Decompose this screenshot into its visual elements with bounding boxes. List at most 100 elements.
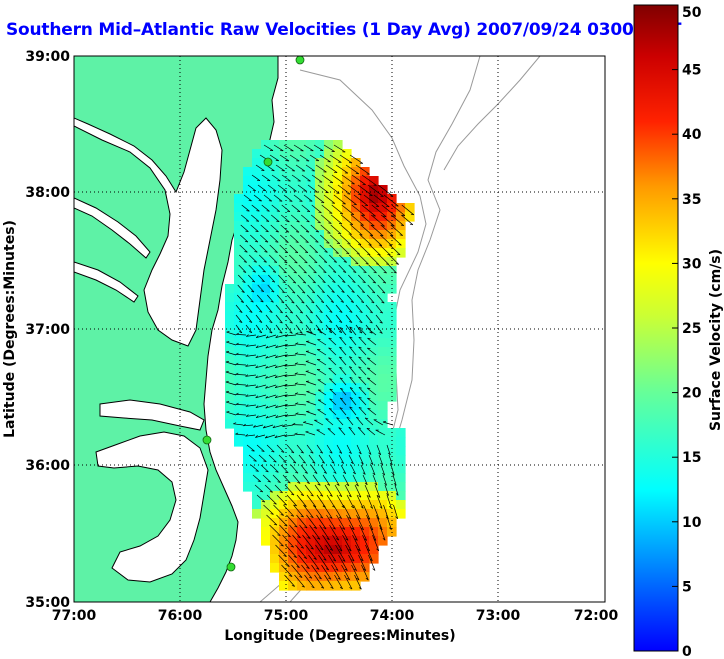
current-vector-head <box>253 425 256 428</box>
current-vector <box>303 421 314 426</box>
velocity-cell <box>351 185 361 195</box>
current-vector <box>235 374 247 376</box>
velocity-cell <box>243 356 253 366</box>
current-vector-head <box>329 398 333 400</box>
current-vector-head <box>265 470 269 473</box>
velocity-cell <box>279 392 289 402</box>
current-vector <box>342 474 350 486</box>
current-vector-head <box>331 461 335 464</box>
current-vector <box>328 367 337 376</box>
velocity-cell <box>369 248 379 258</box>
velocity-cell <box>243 320 253 330</box>
current-vector-head <box>348 549 352 552</box>
current-vector <box>359 524 368 541</box>
current-vector <box>267 274 276 283</box>
current-vector <box>320 234 330 244</box>
current-vector <box>309 254 318 264</box>
velocity-cell <box>270 176 280 186</box>
current-vector <box>299 254 308 264</box>
velocity-cell <box>315 518 325 528</box>
current-vector <box>367 284 376 294</box>
velocity-cell <box>261 509 271 519</box>
plot-frame <box>73 55 606 603</box>
current-vector <box>239 254 247 263</box>
current-vector-head <box>327 232 331 234</box>
current-vector <box>276 444 285 453</box>
current-vector-head <box>315 241 319 243</box>
current-vector <box>349 244 360 255</box>
current-vector <box>253 194 262 202</box>
colorbar-tick-label: 5 <box>682 579 692 595</box>
velocity-cell <box>324 455 334 465</box>
velocity-cell <box>270 347 280 357</box>
current-vector <box>358 396 367 406</box>
current-vector-head <box>245 414 249 417</box>
velocity-cell <box>288 140 298 150</box>
velocity-cell <box>234 374 244 384</box>
velocity-cell <box>234 329 244 339</box>
current-vector <box>306 341 317 346</box>
current-vector <box>357 284 365 293</box>
velocity-cell <box>360 428 370 438</box>
velocity-cell <box>297 284 307 294</box>
current-vector <box>255 404 267 409</box>
current-vector <box>257 274 265 282</box>
current-vector-head <box>295 352 299 355</box>
velocity-cell <box>306 446 316 456</box>
current-vector <box>319 524 330 540</box>
velocity-cell <box>324 149 334 159</box>
velocity-cell <box>342 554 352 564</box>
current-vector <box>374 484 381 498</box>
current-vector <box>337 284 345 293</box>
colorbar-tick-label: 45 <box>682 63 701 79</box>
velocity-cell <box>333 185 343 195</box>
current-vector-head <box>359 331 363 334</box>
velocity-cell <box>378 329 388 339</box>
current-vector <box>312 474 321 486</box>
velocity-cell <box>342 356 352 366</box>
current-vector <box>366 357 377 366</box>
velocity-cell <box>243 239 253 249</box>
current-vector <box>297 184 307 192</box>
velocity-cell <box>279 248 289 258</box>
current-vector-head <box>305 360 309 362</box>
velocity-cell <box>261 518 271 528</box>
velocity-cell <box>297 140 307 150</box>
velocity-cell <box>243 311 253 321</box>
current-vector-head <box>348 233 352 235</box>
current-vector <box>255 354 267 359</box>
velocity-cell <box>252 185 262 195</box>
velocity-cell <box>369 185 379 195</box>
y-axis-label: Latitude (Degrees:Minutes) <box>2 220 18 438</box>
current-vector-head <box>329 408 333 410</box>
velocity-cell <box>279 176 289 186</box>
current-vector <box>298 264 307 274</box>
velocity-cell <box>360 284 370 294</box>
current-vector-head <box>306 380 310 382</box>
current-vector <box>341 174 355 185</box>
velocity-cell <box>279 554 289 564</box>
current-vector <box>369 254 380 265</box>
velocity-cell <box>333 482 343 492</box>
current-vector-head <box>370 506 373 509</box>
current-vector-head <box>304 251 308 254</box>
velocity-cell <box>252 356 262 366</box>
current-vector <box>330 234 341 245</box>
current-vector <box>246 414 257 417</box>
current-vector-head <box>333 559 336 562</box>
current-vector-head <box>338 516 342 519</box>
current-vector <box>316 369 327 376</box>
current-vector-head <box>329 516 333 519</box>
current-vector-head <box>349 397 353 399</box>
velocity-cell <box>261 185 271 195</box>
velocity-cell <box>315 347 325 357</box>
current-vector <box>294 363 307 366</box>
current-vector-head <box>340 387 344 390</box>
velocity-cell <box>234 311 244 321</box>
current-vector-head <box>329 388 333 391</box>
current-vector-head <box>392 215 396 217</box>
current-vector <box>315 164 327 173</box>
velocity-cell <box>342 275 352 285</box>
colorbar-tick-label: 30 <box>682 256 702 272</box>
current-vector-head <box>346 252 350 255</box>
